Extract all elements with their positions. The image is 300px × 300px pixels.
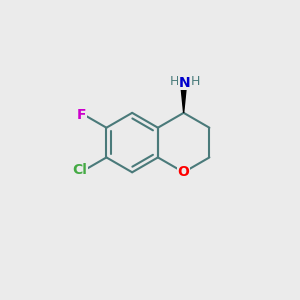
Text: O: O [178, 165, 190, 179]
Text: F: F [77, 108, 86, 122]
Text: H: H [170, 75, 179, 88]
Text: H: H [190, 75, 200, 88]
Polygon shape [181, 89, 186, 113]
Text: Cl: Cl [73, 163, 88, 177]
Text: N: N [179, 76, 190, 89]
